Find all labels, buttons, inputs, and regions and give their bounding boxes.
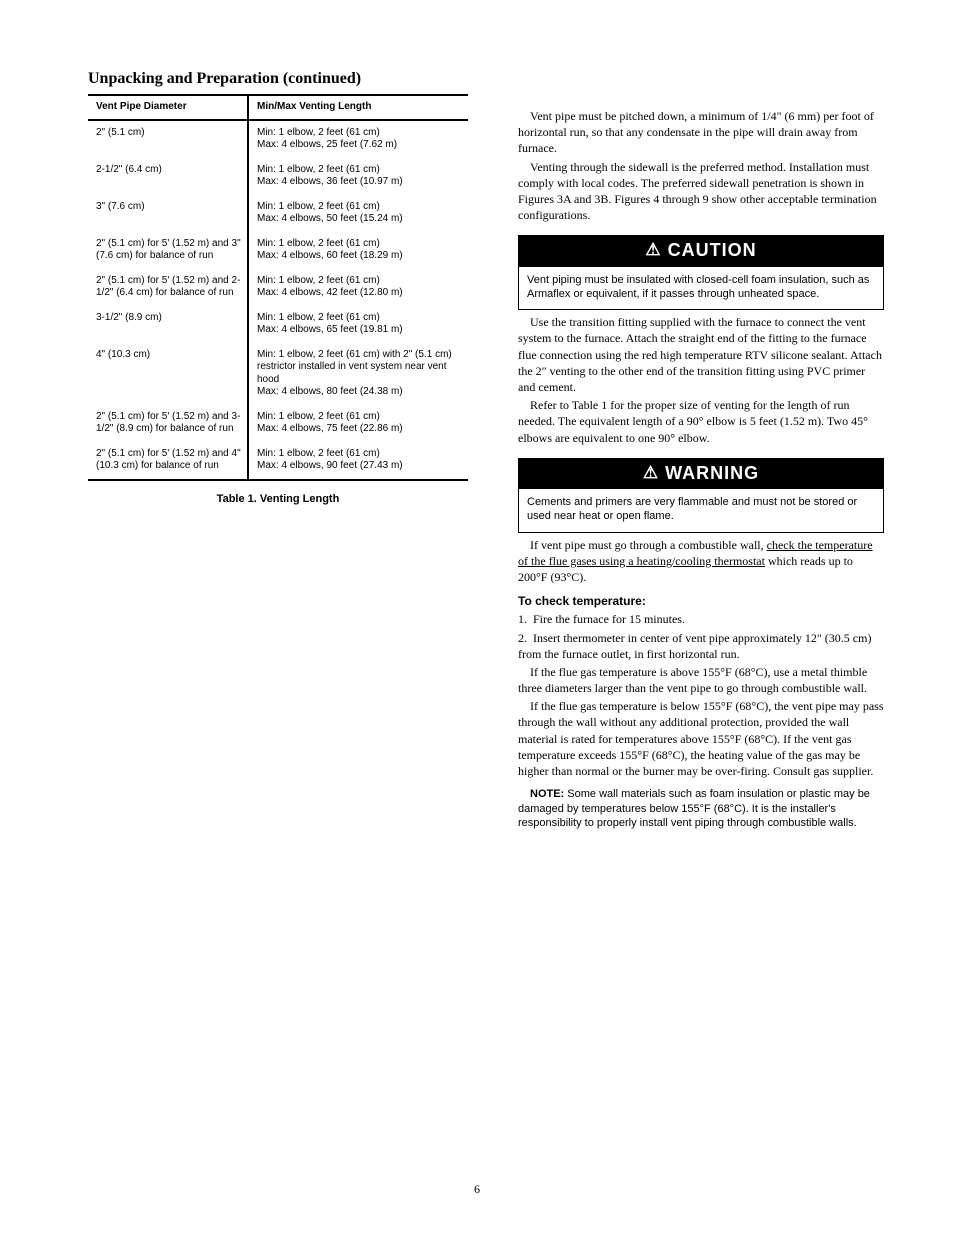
- page-number: 6: [0, 1182, 954, 1197]
- alert-icon: ⚠: [643, 462, 659, 485]
- cell-length: Min: 1 elbow, 2 feet (61 cm)Max: 4 elbow…: [248, 195, 468, 232]
- cell-diameter: 2-1/2" (6.4 cm): [88, 158, 248, 195]
- table-row: 2" (5.1 cm)Min: 1 elbow, 2 feet (61 cm)M…: [88, 120, 468, 158]
- right-column: Vent pipe must be pitched down, a minimu…: [518, 88, 884, 830]
- col-header-diameter: Vent Pipe Diameter: [88, 95, 248, 120]
- cell-diameter: 3-1/2" (8.9 cm): [88, 306, 248, 343]
- caution-header: ⚠CAUTION: [519, 236, 883, 266]
- cell-diameter: 4" (10.3 cm): [88, 343, 248, 405]
- warning-header: ⚠WARNING: [519, 459, 883, 489]
- alert-icon: ⚠: [645, 239, 661, 262]
- cell-diameter: 2" (5.1 cm) for 5' (1.52 m) and 4" (10.3…: [88, 442, 248, 480]
- table-row: 3" (7.6 cm)Min: 1 elbow, 2 feet (61 cm)M…: [88, 195, 468, 232]
- cell-diameter: 2" (5.1 cm) for 5' (1.52 m) and 3" (7.6 …: [88, 232, 248, 269]
- paragraph: Use the transition fitting supplied with…: [518, 314, 884, 395]
- columns: Vent Pipe Diameter Min/Max Venting Lengt…: [88, 88, 884, 830]
- venting-table: Vent Pipe Diameter Min/Max Venting Lengt…: [88, 94, 468, 481]
- table-row: 3-1/2" (8.9 cm)Min: 1 elbow, 2 feet (61 …: [88, 306, 468, 343]
- left-column: Vent Pipe Diameter Min/Max Venting Lengt…: [88, 88, 468, 830]
- table-row: 2" (5.1 cm) for 5' (1.52 m) and 4" (10.3…: [88, 442, 468, 480]
- cell-length: Min: 1 elbow, 2 feet (61 cm) with 2" (5.…: [248, 343, 468, 405]
- table-row: 2-1/2" (6.4 cm)Min: 1 elbow, 2 feet (61 …: [88, 158, 468, 195]
- table-row: 2" (5.1 cm) for 5' (1.52 m) and 3" (7.6 …: [88, 232, 468, 269]
- table-caption: Table 1. Venting Length: [88, 493, 468, 505]
- paragraph: Venting through the sidewall is the pref…: [518, 159, 884, 224]
- paragraph: If the flue gas temperature is above 155…: [518, 664, 884, 696]
- warning-message: Cements and primers are very flammable a…: [519, 489, 883, 532]
- cell-length: Min: 1 elbow, 2 feet (61 cm)Max: 4 elbow…: [248, 405, 468, 442]
- cell-length: Min: 1 elbow, 2 feet (61 cm)Max: 4 elbow…: [248, 306, 468, 343]
- caution-message: Vent piping must be insulated with close…: [519, 267, 883, 310]
- cell-length: Min: 1 elbow, 2 feet (61 cm)Max: 4 elbow…: [248, 442, 468, 480]
- cell-length: Min: 1 elbow, 2 feet (61 cm)Max: 4 elbow…: [248, 120, 468, 158]
- cell-diameter: 2" (5.1 cm): [88, 120, 248, 158]
- note-block: NOTE: Some wall materials such as foam i…: [518, 787, 884, 830]
- paragraph: If the flue gas temperature is below 155…: [518, 698, 884, 779]
- cell-diameter: 2" (5.1 cm) for 5' (1.52 m) and 3-1/2" (…: [88, 405, 248, 442]
- paragraph: If vent pipe must go through a combustib…: [518, 537, 884, 586]
- cell-diameter: 2" (5.1 cm) for 5' (1.52 m) and 2-1/2" (…: [88, 269, 248, 306]
- cell-length: Min: 1 elbow, 2 feet (61 cm)Max: 4 elbow…: [248, 269, 468, 306]
- page-title: Unpacking and Preparation (continued): [88, 70, 884, 88]
- cell-length: Min: 1 elbow, 2 feet (61 cm)Max: 4 elbow…: [248, 232, 468, 269]
- paragraph: Vent pipe must be pitched down, a minimu…: [518, 108, 884, 157]
- caution-box: ⚠CAUTION Vent piping must be insulated w…: [518, 235, 884, 310]
- text-run: If vent pipe must go through a combustib…: [530, 538, 767, 552]
- section-header: To check temperature:: [518, 593, 884, 609]
- step-text: Fire the furnace for 15 minutes.: [533, 612, 685, 626]
- page: Unpacking and Preparation (continued) Ve…: [0, 0, 954, 1235]
- note-text: Some wall materials such as foam insulat…: [518, 788, 870, 829]
- step-text: Insert thermometer in center of vent pip…: [518, 631, 871, 661]
- table-row: 2" (5.1 cm) for 5' (1.52 m) and 2-1/2" (…: [88, 269, 468, 306]
- warning-box: ⚠WARNING Cements and primers are very fl…: [518, 458, 884, 533]
- table-header-row: Vent Pipe Diameter Min/Max Venting Lengt…: [88, 95, 468, 120]
- note-label: NOTE:: [530, 788, 564, 800]
- table-row: 2" (5.1 cm) for 5' (1.52 m) and 3-1/2" (…: [88, 405, 468, 442]
- table-row: 4" (10.3 cm)Min: 1 elbow, 2 feet (61 cm)…: [88, 343, 468, 405]
- list-item: 1. Fire the furnace for 15 minutes.: [518, 611, 884, 627]
- cell-diameter: 3" (7.6 cm): [88, 195, 248, 232]
- col-header-length: Min/Max Venting Length: [248, 95, 468, 120]
- paragraph: Refer to Table 1 for the proper size of …: [518, 397, 884, 446]
- list-item: 2. Insert thermometer in center of vent …: [518, 630, 884, 662]
- cell-length: Min: 1 elbow, 2 feet (61 cm)Max: 4 elbow…: [248, 158, 468, 195]
